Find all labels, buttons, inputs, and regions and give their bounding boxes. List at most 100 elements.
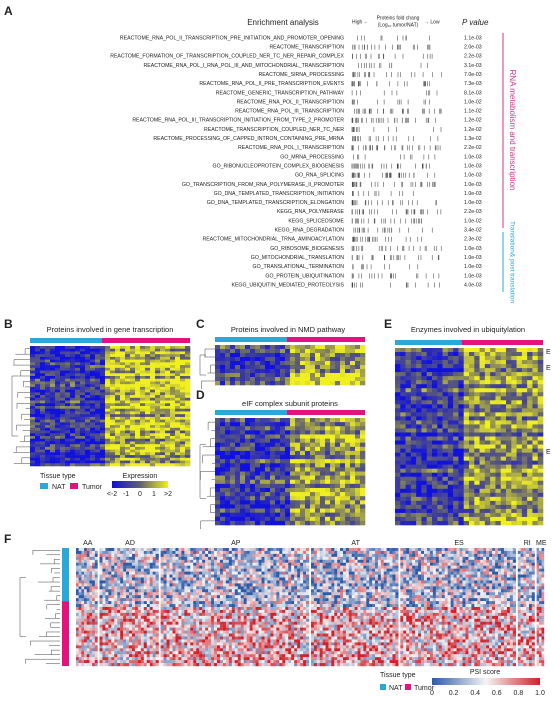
heatmap-cell xyxy=(132,604,136,608)
heatmap-cell xyxy=(117,621,121,625)
heatmap-cell xyxy=(350,369,356,374)
heatmap-cell xyxy=(81,559,85,563)
heatmap-cell xyxy=(89,627,93,631)
heatmap-cell xyxy=(114,607,118,611)
heatmap-cell xyxy=(330,487,336,493)
heatmap-cell xyxy=(75,433,81,437)
heatmap-cell xyxy=(40,422,46,426)
heatmap-cell xyxy=(395,472,401,478)
heatmap-cell xyxy=(65,354,71,358)
heatmap-cell xyxy=(245,426,251,431)
heatmap-cell xyxy=(105,381,111,385)
heatmap-cell xyxy=(325,504,331,509)
heatmap-cell xyxy=(275,487,281,493)
heatmap-cell xyxy=(143,612,147,617)
heatmap-cell xyxy=(416,348,422,353)
heatmap-cell xyxy=(511,456,517,461)
heatmap-cell xyxy=(125,356,131,360)
heatmap-cell xyxy=(175,403,181,407)
heatmap-cell xyxy=(506,468,512,473)
heatmap-cell xyxy=(134,636,139,640)
heatmap-cell xyxy=(50,414,56,418)
legend-title: Tissue type xyxy=(40,473,76,480)
heatmap-cell xyxy=(185,441,191,445)
heatmap-cell xyxy=(150,452,156,456)
heatmap-cell xyxy=(45,416,51,420)
heatmap-cell xyxy=(149,589,153,593)
heatmap-cell xyxy=(120,395,126,399)
heatmap-cell xyxy=(175,408,181,412)
heatmap-cell xyxy=(120,553,124,558)
heatmap-cell xyxy=(102,595,106,599)
heatmap-cell xyxy=(245,418,251,423)
heatmap-cell xyxy=(60,346,66,350)
heatmap-cell xyxy=(149,571,153,575)
heatmap-cell xyxy=(170,403,176,407)
heatmap-cell xyxy=(86,630,90,634)
panel-title: Proteins involved in gene transcription xyxy=(47,325,174,334)
heatmap-cell xyxy=(70,359,76,363)
heatmap-cell xyxy=(126,562,130,566)
heatmap-cell xyxy=(149,630,153,634)
heatmap-cell xyxy=(145,414,151,418)
heatmap-cell xyxy=(506,376,512,381)
heatmap-cell xyxy=(521,376,528,381)
heatmap-cell xyxy=(453,356,459,361)
heatmap-cell xyxy=(469,380,475,385)
heatmap-cell xyxy=(255,483,261,489)
heatmap-cell xyxy=(89,592,93,596)
heatmap-cell xyxy=(395,460,401,465)
heatmap-cell xyxy=(185,414,191,418)
heatmap-cell xyxy=(325,369,331,374)
heatmap-cell xyxy=(30,422,36,426)
heatmap-cell xyxy=(255,377,261,382)
heatmap-cell xyxy=(76,574,79,578)
heatmap-cell xyxy=(230,450,236,456)
heatmap-cell xyxy=(35,362,41,366)
heatmap-cell xyxy=(130,433,136,437)
heatmap-cell xyxy=(70,457,76,461)
heatmap-cell xyxy=(75,444,81,448)
low-label: → Low xyxy=(424,19,440,25)
heatmap-cell xyxy=(80,397,86,401)
heatmap-cell xyxy=(134,615,139,619)
heatmap-cell xyxy=(65,348,71,352)
heatmap-cell xyxy=(75,408,81,412)
heatmap-cell xyxy=(532,464,539,469)
heatmap-cell xyxy=(360,426,366,431)
heatmap-cell xyxy=(447,408,454,413)
heatmap-cell xyxy=(99,663,103,667)
heatmap-cell xyxy=(405,412,412,417)
heatmap-cell xyxy=(335,349,341,354)
heatmap-cell xyxy=(126,621,130,625)
heatmap-cell xyxy=(45,389,51,393)
heatmap-cell xyxy=(437,388,443,393)
heatmap-cell xyxy=(123,648,127,652)
heatmap-cell xyxy=(76,589,79,593)
heatmap-cell xyxy=(521,460,528,465)
heatmap-cell xyxy=(225,365,231,370)
heatmap-cell xyxy=(35,351,41,355)
heatmap-cell xyxy=(60,356,66,360)
heatmap-cell xyxy=(120,598,124,602)
heatmap-cell xyxy=(474,384,480,389)
heatmap-cell xyxy=(537,368,544,373)
heatmap-cell xyxy=(437,440,443,445)
heatmap-cell xyxy=(146,651,150,655)
heatmap-cell xyxy=(506,512,512,518)
heatmap-cell xyxy=(125,362,131,366)
heatmap-cell xyxy=(260,496,266,501)
heatmap-cell xyxy=(170,384,176,388)
heatmap-cell xyxy=(325,381,331,386)
heatmap-cell xyxy=(355,492,361,497)
heatmap-cell xyxy=(305,369,311,374)
heatmap-cell xyxy=(395,376,401,381)
heatmap-cell xyxy=(235,471,241,476)
heatmap-cell xyxy=(270,504,276,509)
heatmap-cell xyxy=(130,392,136,396)
heatmap-cell xyxy=(185,438,191,442)
heatmap-cell xyxy=(89,663,93,667)
heatmap-cell xyxy=(325,496,331,501)
colorbar-tick-label: 0.6 xyxy=(492,690,502,697)
heatmap-cell xyxy=(143,636,147,640)
